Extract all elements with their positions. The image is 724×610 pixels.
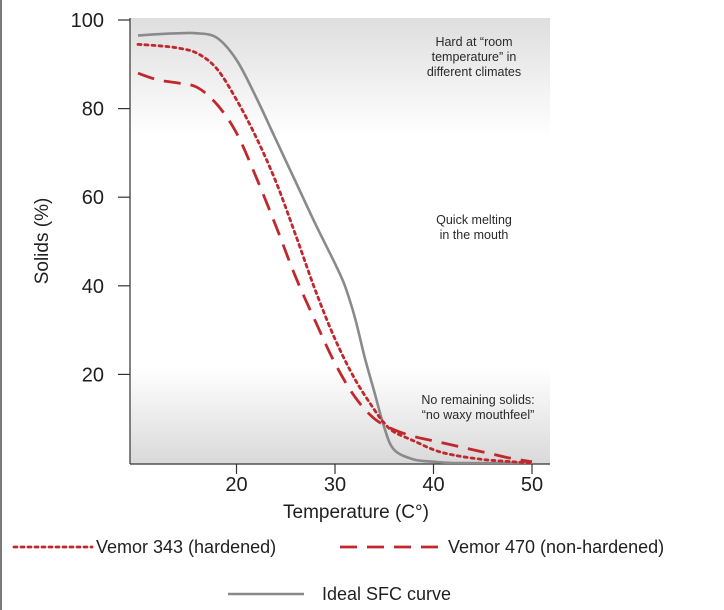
series-lines: [136, 31, 534, 464]
x-tick-label-20: 20: [225, 474, 247, 496]
series-line-dotted: [136, 42, 534, 464]
x-tick-label-50: 50: [521, 474, 543, 496]
x-tick-label-40: 40: [422, 474, 444, 496]
annotation-3-line-1: No remaining solids:: [421, 393, 534, 407]
x-tick-label-30: 30: [324, 474, 346, 496]
chart-legend: Vemor 343 (hardened) Vemor 470 (non-harde…: [12, 537, 664, 604]
band-middle-region: [130, 136, 550, 368]
y-tick-label-100: 100: [71, 10, 104, 32]
left-border-rule: [0, 0, 2, 610]
band-hard-region: [130, 18, 550, 136]
annotation-3: No remaining solids:“no waxy mouthfeel”: [421, 393, 534, 422]
series-line-solid: [137, 31, 532, 464]
x-axis-title: Temperature (C°): [283, 502, 429, 523]
y-axis-ticks: 20 40 60 80 100: [71, 10, 130, 386]
y-axis-title: Solids (%): [32, 198, 53, 285]
annotation-1-line-1: Hard at “room: [435, 35, 512, 49]
y-tick-label-40: 40: [82, 276, 104, 298]
x-axis-ticks: 20 30 40 50: [225, 464, 543, 496]
band-no-solids-region: [130, 368, 550, 464]
series-line-dashed: [137, 71, 533, 464]
annotation-2-line-1: Quick melting: [436, 213, 512, 227]
legend-label-dashed: Vemor 470 (non-hardened): [448, 537, 664, 557]
annotation-1-line-3: different climates: [427, 65, 521, 79]
annotation-1-line-2: temperature” in: [432, 50, 517, 64]
y-tick-label-60: 60: [82, 187, 104, 209]
annotation-2-line-2: in the mouth: [440, 228, 509, 242]
y-tick-label-80: 80: [82, 99, 104, 121]
legend-label-dotted: Vemor 343 (hardened): [96, 537, 276, 557]
legend-label-solid: Ideal SFC curve: [322, 584, 451, 604]
y-tick-label-20: 20: [82, 364, 104, 386]
annotation-3-line-2: “no waxy mouthfeel”: [422, 408, 535, 422]
